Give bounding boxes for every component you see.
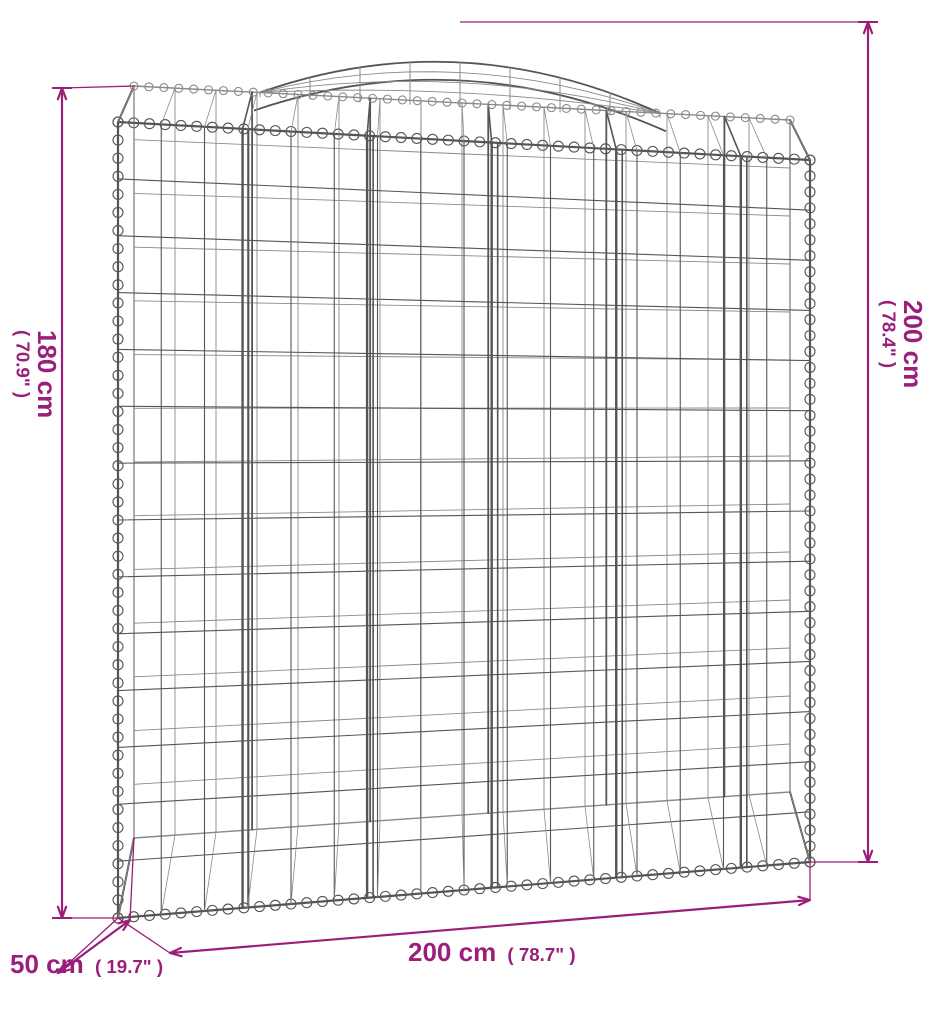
dim-height-left-cm: 180 cm [32,330,62,418]
product-illustration [0,0,931,1013]
dim-height-right-in: ( 78.4" ) [878,300,899,388]
dim-label-depth: 50 cm ( 19.7" ) [10,950,163,979]
dim-depth-cm: 50 cm [10,949,84,979]
dim-label-height-right: 200 cm ( 78.4" ) [874,300,927,388]
dim-width-cm: 200 cm [408,937,496,967]
dim-height-right-cm: 200 cm [898,300,928,388]
dim-label-width: 200 cm ( 78.7" ) [408,938,576,967]
dim-height-left-in: ( 70.9" ) [12,330,33,418]
dim-width-in: ( 78.7" ) [507,944,575,965]
dim-label-height-left: 180 cm ( 70.9" ) [8,330,61,418]
dim-depth-in: ( 19.7" ) [95,956,163,977]
diagram-stage: 180 cm ( 70.9" ) 200 cm ( 78.4" ) 200 cm… [0,0,931,1013]
